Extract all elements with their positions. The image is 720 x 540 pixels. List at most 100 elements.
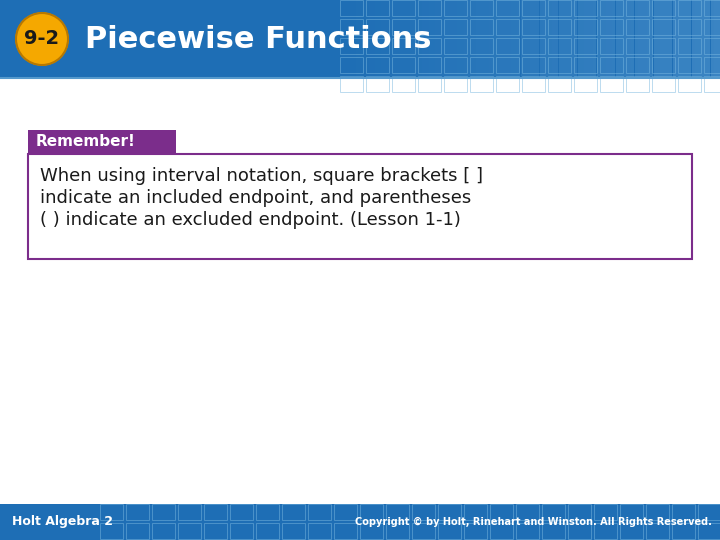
Bar xyxy=(392,76,415,92)
Text: indicate an included endpoint, and parentheses: indicate an included endpoint, and paren… xyxy=(40,189,472,207)
Bar xyxy=(679,0,682,78)
Bar xyxy=(0,78,720,504)
Bar xyxy=(666,0,670,78)
Bar xyxy=(334,523,357,539)
Bar xyxy=(386,504,409,520)
Bar xyxy=(444,19,467,35)
Bar xyxy=(548,19,571,35)
Bar xyxy=(652,38,675,54)
Bar xyxy=(340,0,363,16)
Bar xyxy=(473,0,476,78)
Bar xyxy=(574,57,597,73)
Bar xyxy=(600,38,623,54)
Bar xyxy=(403,0,407,78)
Bar xyxy=(397,0,400,78)
Bar xyxy=(646,523,669,539)
Bar xyxy=(448,0,451,78)
Bar xyxy=(407,0,410,78)
Bar xyxy=(612,0,616,78)
Bar xyxy=(514,0,518,78)
Bar xyxy=(704,76,720,92)
Bar xyxy=(505,0,508,78)
Bar xyxy=(717,0,720,78)
Bar xyxy=(691,0,695,78)
Bar xyxy=(657,0,660,78)
Bar xyxy=(542,504,565,520)
Bar xyxy=(539,0,543,78)
Bar xyxy=(652,0,675,16)
Bar xyxy=(464,504,487,520)
Bar xyxy=(652,76,675,92)
Bar xyxy=(360,523,383,539)
Bar xyxy=(178,504,201,520)
Bar xyxy=(498,0,502,78)
Bar xyxy=(340,57,363,73)
Bar xyxy=(444,38,467,54)
Bar xyxy=(672,0,675,78)
Bar xyxy=(609,0,612,78)
Bar xyxy=(522,19,545,35)
Bar xyxy=(464,0,467,78)
Bar xyxy=(594,523,617,539)
Bar xyxy=(523,0,527,78)
Bar xyxy=(536,0,539,78)
Bar xyxy=(562,0,564,78)
Bar xyxy=(647,0,650,78)
Bar xyxy=(571,0,575,78)
Bar xyxy=(467,0,470,78)
Bar xyxy=(641,0,644,78)
Bar xyxy=(600,0,603,78)
Bar xyxy=(516,504,539,520)
Bar xyxy=(502,0,505,78)
Bar xyxy=(366,76,389,92)
Bar xyxy=(418,38,441,54)
Bar xyxy=(470,76,493,92)
Bar xyxy=(419,0,423,78)
Bar xyxy=(444,0,448,78)
Bar xyxy=(574,76,597,92)
Bar xyxy=(600,76,623,92)
Bar xyxy=(552,0,555,78)
Bar xyxy=(230,523,253,539)
Bar xyxy=(470,57,493,73)
Bar xyxy=(622,0,625,78)
Bar xyxy=(378,0,381,78)
Bar xyxy=(600,0,623,16)
Bar xyxy=(444,0,467,16)
Bar xyxy=(486,0,489,78)
Bar xyxy=(418,76,441,92)
Bar xyxy=(496,0,519,16)
Bar xyxy=(394,0,397,78)
Bar xyxy=(365,0,369,78)
Bar xyxy=(490,504,513,520)
Bar xyxy=(650,0,654,78)
Bar xyxy=(375,0,378,78)
Bar xyxy=(28,154,692,259)
Bar xyxy=(457,0,460,78)
Bar xyxy=(343,0,346,78)
Bar xyxy=(392,0,415,16)
Bar xyxy=(308,504,331,520)
Bar xyxy=(675,0,679,78)
Bar xyxy=(522,57,545,73)
Bar xyxy=(418,19,441,35)
Bar xyxy=(644,0,647,78)
Bar xyxy=(418,57,441,73)
Bar xyxy=(663,0,666,78)
Bar xyxy=(711,0,714,78)
Bar xyxy=(435,0,438,78)
Bar xyxy=(682,0,685,78)
Bar xyxy=(372,0,375,78)
Bar xyxy=(432,0,435,78)
Bar xyxy=(362,0,365,78)
Bar xyxy=(678,57,701,73)
Bar xyxy=(626,76,649,92)
Bar xyxy=(470,0,473,78)
Bar xyxy=(508,0,511,78)
Bar xyxy=(652,19,675,35)
Text: Piecewise Functions: Piecewise Functions xyxy=(85,24,431,53)
Bar xyxy=(546,0,549,78)
Bar xyxy=(628,0,631,78)
Bar xyxy=(646,504,669,520)
Bar xyxy=(423,0,426,78)
